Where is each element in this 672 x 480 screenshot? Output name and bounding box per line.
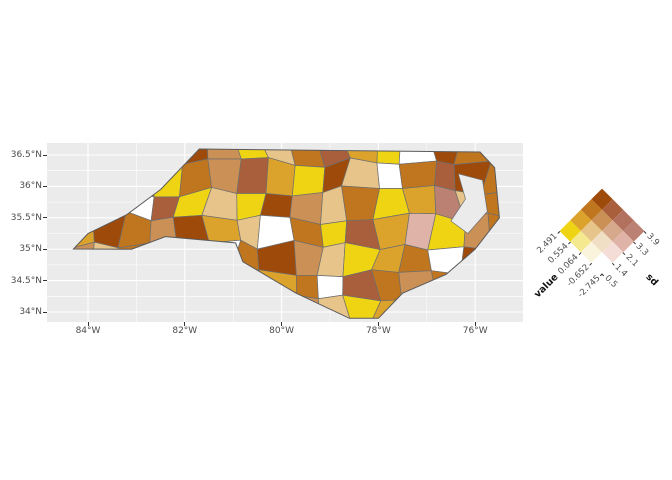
legend-tick bbox=[612, 262, 616, 266]
x-axis-tick bbox=[184, 322, 186, 326]
county-shape bbox=[201, 239, 242, 277]
legend-tick bbox=[622, 251, 626, 255]
county-shape bbox=[73, 293, 101, 319]
x-axis-label: 82°W bbox=[172, 326, 198, 336]
county-shape bbox=[428, 292, 465, 319]
county-shape bbox=[427, 246, 465, 275]
legend-tick bbox=[601, 273, 605, 276]
county-shape bbox=[291, 165, 326, 197]
choropleth-map bbox=[47, 143, 523, 322]
legend-tick bbox=[588, 262, 592, 266]
county-shape bbox=[459, 246, 492, 275]
legend-tick bbox=[567, 241, 571, 245]
county-shape bbox=[201, 265, 232, 306]
county-shape bbox=[459, 271, 492, 299]
legend-tick bbox=[557, 230, 560, 234]
county-shape bbox=[98, 293, 126, 319]
county-shape bbox=[490, 268, 500, 299]
county-shape bbox=[398, 160, 438, 189]
y-axis-tick bbox=[43, 185, 47, 187]
y-axis-label: 35.5°N bbox=[10, 212, 42, 223]
county-shape bbox=[149, 242, 178, 279]
y-axis-tick bbox=[43, 280, 47, 282]
county-shape bbox=[316, 274, 344, 300]
y-axis-label: 34°N bbox=[19, 307, 42, 317]
x-axis-label: 84°W bbox=[75, 326, 101, 336]
legend-tick bbox=[633, 241, 637, 245]
plot-panel bbox=[47, 143, 523, 322]
county-shape bbox=[342, 294, 382, 319]
pamlico-sound bbox=[450, 173, 488, 234]
legend-tick bbox=[644, 230, 647, 234]
county-shape bbox=[490, 241, 500, 273]
county-shape bbox=[126, 149, 155, 171]
legend-tick bbox=[578, 251, 582, 255]
state-outline bbox=[72, 148, 500, 319]
y-axis-label: 35°N bbox=[19, 244, 42, 255]
county-shape bbox=[211, 304, 238, 319]
county-shape bbox=[236, 157, 269, 194]
county-shape bbox=[259, 193, 293, 218]
y-axis-tick bbox=[43, 217, 47, 219]
county-shape bbox=[172, 265, 213, 306]
x-axis-tick bbox=[87, 322, 89, 326]
county-shape bbox=[121, 295, 150, 319]
county-shape bbox=[146, 265, 181, 301]
y-axis-label: 36.5°N bbox=[10, 150, 42, 160]
x-axis-tick bbox=[377, 322, 379, 326]
x-axis-label: 76°W bbox=[462, 326, 488, 336]
county-shape bbox=[235, 149, 269, 160]
y-axis-tick bbox=[43, 154, 47, 156]
county-shape bbox=[490, 149, 500, 162]
county-shape bbox=[230, 304, 270, 319]
county-shape bbox=[376, 149, 402, 165]
county-shape bbox=[172, 242, 210, 267]
county-shape bbox=[398, 149, 438, 165]
x-axis-label: 80°W bbox=[269, 326, 295, 336]
county-shape bbox=[146, 295, 186, 319]
county-shape bbox=[376, 162, 403, 189]
county-shape bbox=[487, 212, 500, 251]
x-axis-tick bbox=[474, 322, 476, 326]
county-shape bbox=[482, 293, 500, 319]
y-axis-tick bbox=[43, 311, 47, 313]
county-shape bbox=[73, 241, 95, 274]
county-shape bbox=[258, 294, 297, 319]
y-axis-tick bbox=[43, 248, 47, 250]
county-shape bbox=[90, 266, 124, 306]
county-shape bbox=[152, 149, 185, 171]
county-shape bbox=[398, 270, 436, 301]
y-axis-label: 34.5°N bbox=[10, 275, 42, 286]
county-shape bbox=[228, 269, 270, 306]
county-shape bbox=[206, 149, 242, 160]
x-axis-tick bbox=[281, 322, 283, 326]
county-shape bbox=[400, 292, 436, 319]
county-shape bbox=[73, 271, 101, 306]
county-shape bbox=[121, 266, 153, 306]
y-axis-label: 36°N bbox=[19, 181, 42, 192]
county-shape bbox=[73, 160, 96, 187]
x-axis-label: 78°W bbox=[365, 326, 391, 336]
county-shape bbox=[430, 270, 466, 297]
county-shape bbox=[126, 166, 155, 198]
county-shape bbox=[117, 242, 153, 279]
